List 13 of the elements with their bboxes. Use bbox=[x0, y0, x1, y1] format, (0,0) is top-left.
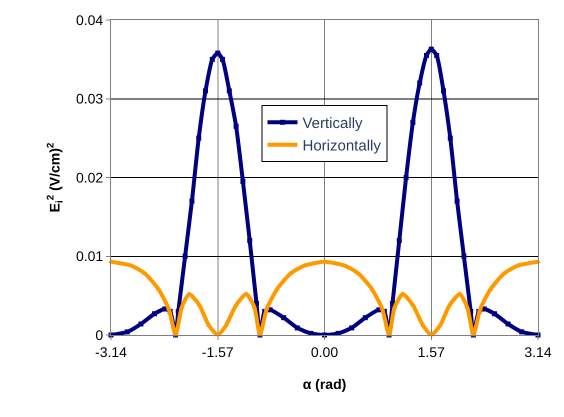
y-tick-label: 0.02 bbox=[76, 169, 104, 186]
x-tick-label: -1.57 bbox=[202, 344, 234, 360]
y-tick-label: 0.04 bbox=[76, 12, 104, 28]
y-tick-label: 0 bbox=[95, 326, 104, 343]
x-tick-label: 3.14 bbox=[524, 344, 552, 360]
y-tick-label: 0.03 bbox=[76, 90, 104, 107]
x-axis-title: α (rad) bbox=[302, 376, 346, 392]
legend-label: Vertically bbox=[302, 115, 364, 132]
x-tick-label: -3.14 bbox=[95, 344, 128, 360]
y-tick-label: 0.01 bbox=[76, 248, 104, 264]
x-tick-label: 1.57 bbox=[418, 344, 446, 360]
legend-label: Horizontally bbox=[302, 138, 382, 155]
x-tick-label: 0.00 bbox=[310, 344, 338, 360]
